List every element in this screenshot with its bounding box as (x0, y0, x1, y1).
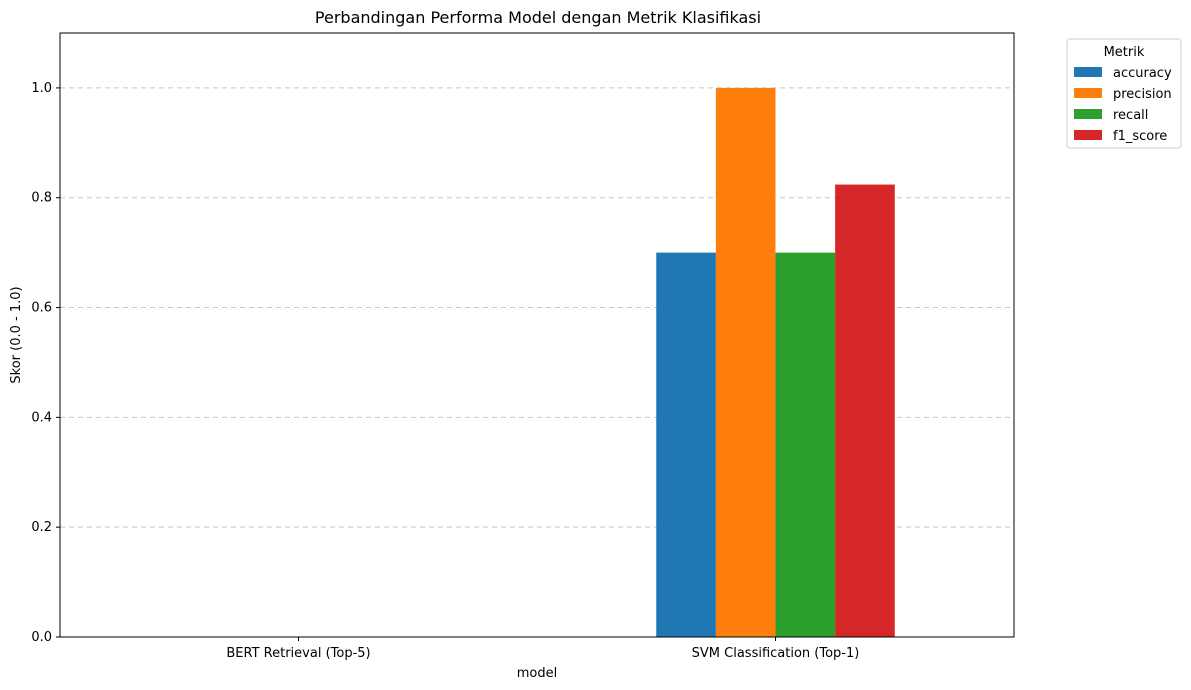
legend-label-accuracy: accuracy (1113, 66, 1172, 81)
legend-label-recall: recall (1113, 108, 1148, 123)
bar-accuracy (656, 252, 716, 638)
bars (656, 87, 895, 638)
x-tick-label: BERT Retrieval (Top-5) (226, 646, 370, 661)
y-tick-label: 0.4 (31, 410, 52, 425)
plot-area-frame (59, 32, 1015, 638)
legend-swatch-precision (1074, 88, 1102, 98)
x-axis-label: model (517, 666, 557, 681)
legend: Metrik accuracy precision recall f1_score (1066, 38, 1182, 149)
legend-label-f1_score: f1_score (1113, 129, 1167, 144)
legend-box (1066, 38, 1182, 149)
legend-swatch-f1_score (1074, 130, 1102, 140)
x-axis: BERT Retrieval (Top-5) SVM Classification… (226, 637, 859, 661)
y-tick-label: 0.0 (31, 630, 52, 645)
y-tick-label: 1.0 (31, 81, 52, 96)
legend-label-precision: precision (1113, 87, 1172, 102)
y-tick-label: 0.8 (31, 191, 52, 206)
legend-title: Metrik (1104, 45, 1145, 60)
bar-f1_score (835, 184, 895, 638)
legend-swatch-recall (1074, 109, 1102, 119)
bar-recall (775, 252, 836, 638)
y-axis: 0.0 0.2 0.4 0.6 0.8 1.0 (31, 81, 60, 645)
y-tick-label: 0.6 (31, 301, 52, 316)
y-tick-label: 0.2 (31, 520, 52, 535)
y-axis-label: Skor (0.0 - 1.0) (9, 286, 24, 383)
bar-precision (715, 87, 776, 638)
legend-swatch-accuracy (1074, 67, 1102, 77)
x-tick-label: SVM Classification (Top-1) (692, 646, 860, 661)
chart-title: Perbandingan Performa Model dengan Metri… (315, 8, 761, 27)
